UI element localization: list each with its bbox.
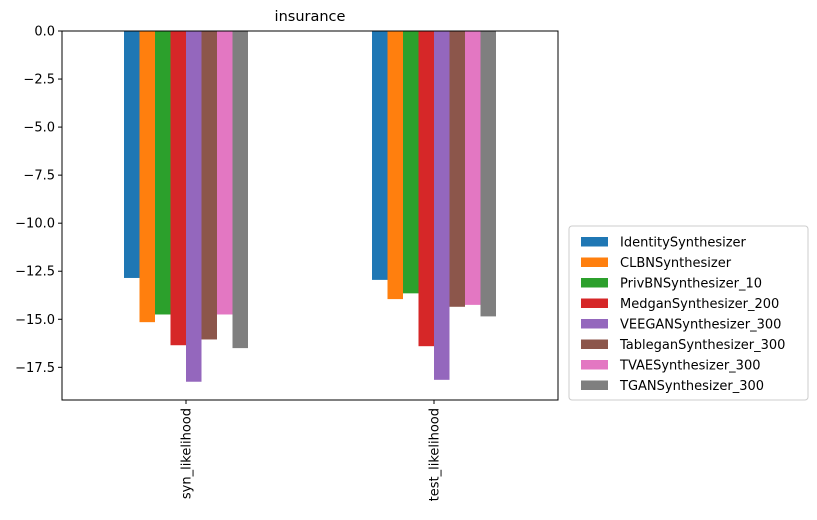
bar-TVAESynthesizer_300-syn_likelihood	[217, 31, 233, 315]
legend-swatch	[581, 257, 608, 267]
bar-MedganSynthesizer_200-test_likelihood	[418, 31, 434, 347]
legend-entry: TableganSynthesizer_300	[619, 338, 785, 353]
y-tick-label: −17.5	[15, 361, 55, 376]
x-tick-label: test_likelihood	[428, 408, 443, 501]
bar-VEEGANSynthesizer_300-syn_likelihood	[186, 31, 202, 382]
legend-entry: TGANSynthesizer_300	[619, 379, 764, 394]
bars-group	[124, 31, 496, 382]
legend-swatch	[581, 319, 608, 329]
bar-PrivBNSynthesizer_10-test_likelihood	[403, 31, 419, 294]
y-tick-label: −2.5	[23, 73, 55, 88]
legend-swatch	[581, 339, 608, 349]
legend-entry: CLBNSynthesizer	[620, 256, 732, 271]
y-tick-label: −15.0	[15, 313, 55, 328]
bar-TableganSynthesizer_300-syn_likelihood	[201, 31, 217, 340]
legend-entry: IdentitySynthesizer	[620, 236, 747, 251]
legend-entry: TVAESynthesizer_300	[619, 359, 761, 374]
legend-swatch	[581, 278, 608, 288]
bar-TGANSynthesizer_300-test_likelihood	[480, 31, 496, 317]
bar-TGANSynthesizer_300-syn_likelihood	[232, 31, 248, 349]
x-axis: syn_likelihood test_likelihood	[180, 400, 443, 501]
bar-TableganSynthesizer_300-test_likelihood	[449, 31, 465, 307]
chart-title: insurance	[275, 9, 346, 25]
legend-swatch	[581, 360, 608, 370]
legend-entry: PrivBNSynthesizer_10	[620, 277, 762, 292]
legend-swatch	[581, 298, 608, 308]
bar-IdentitySynthesizer-test_likelihood	[372, 31, 388, 280]
bar-IdentitySynthesizer-syn_likelihood	[124, 31, 140, 278]
y-axis: 0.0 −2.5 −5.0 −7.5 −10.0 −12.5 −15.0 −17.5	[15, 25, 62, 376]
y-tick-label: 0.0	[34, 25, 55, 40]
legend-box	[568, 225, 809, 401]
plot-frame	[61, 30, 559, 401]
y-tick-label: −12.5	[15, 265, 55, 280]
y-tick-label: −7.5	[23, 169, 55, 184]
bar-VEEGANSynthesizer_300-test_likelihood	[434, 31, 450, 380]
bar-CLBNSynthesizer-syn_likelihood	[139, 31, 155, 323]
bar-PrivBNSynthesizer_10-syn_likelihood	[155, 31, 171, 315]
bar-MedganSynthesizer_200-syn_likelihood	[170, 31, 186, 346]
legend: IdentitySynthesizer CLBNSynthesizer PrivBN…	[568, 225, 809, 401]
legend-swatch	[581, 237, 608, 247]
legend-entry: MedganSynthesizer_200	[620, 297, 779, 312]
bar-TVAESynthesizer_300-test_likelihood	[465, 31, 481, 305]
bar-CLBNSynthesizer-test_likelihood	[387, 31, 403, 300]
legend-entry: VEEGANSynthesizer_300	[620, 318, 781, 333]
legend-swatch	[581, 380, 608, 390]
y-tick-label: −5.0	[23, 121, 55, 136]
y-tick-label: −10.0	[15, 217, 55, 232]
x-tick-label: syn_likelihood	[180, 408, 195, 499]
